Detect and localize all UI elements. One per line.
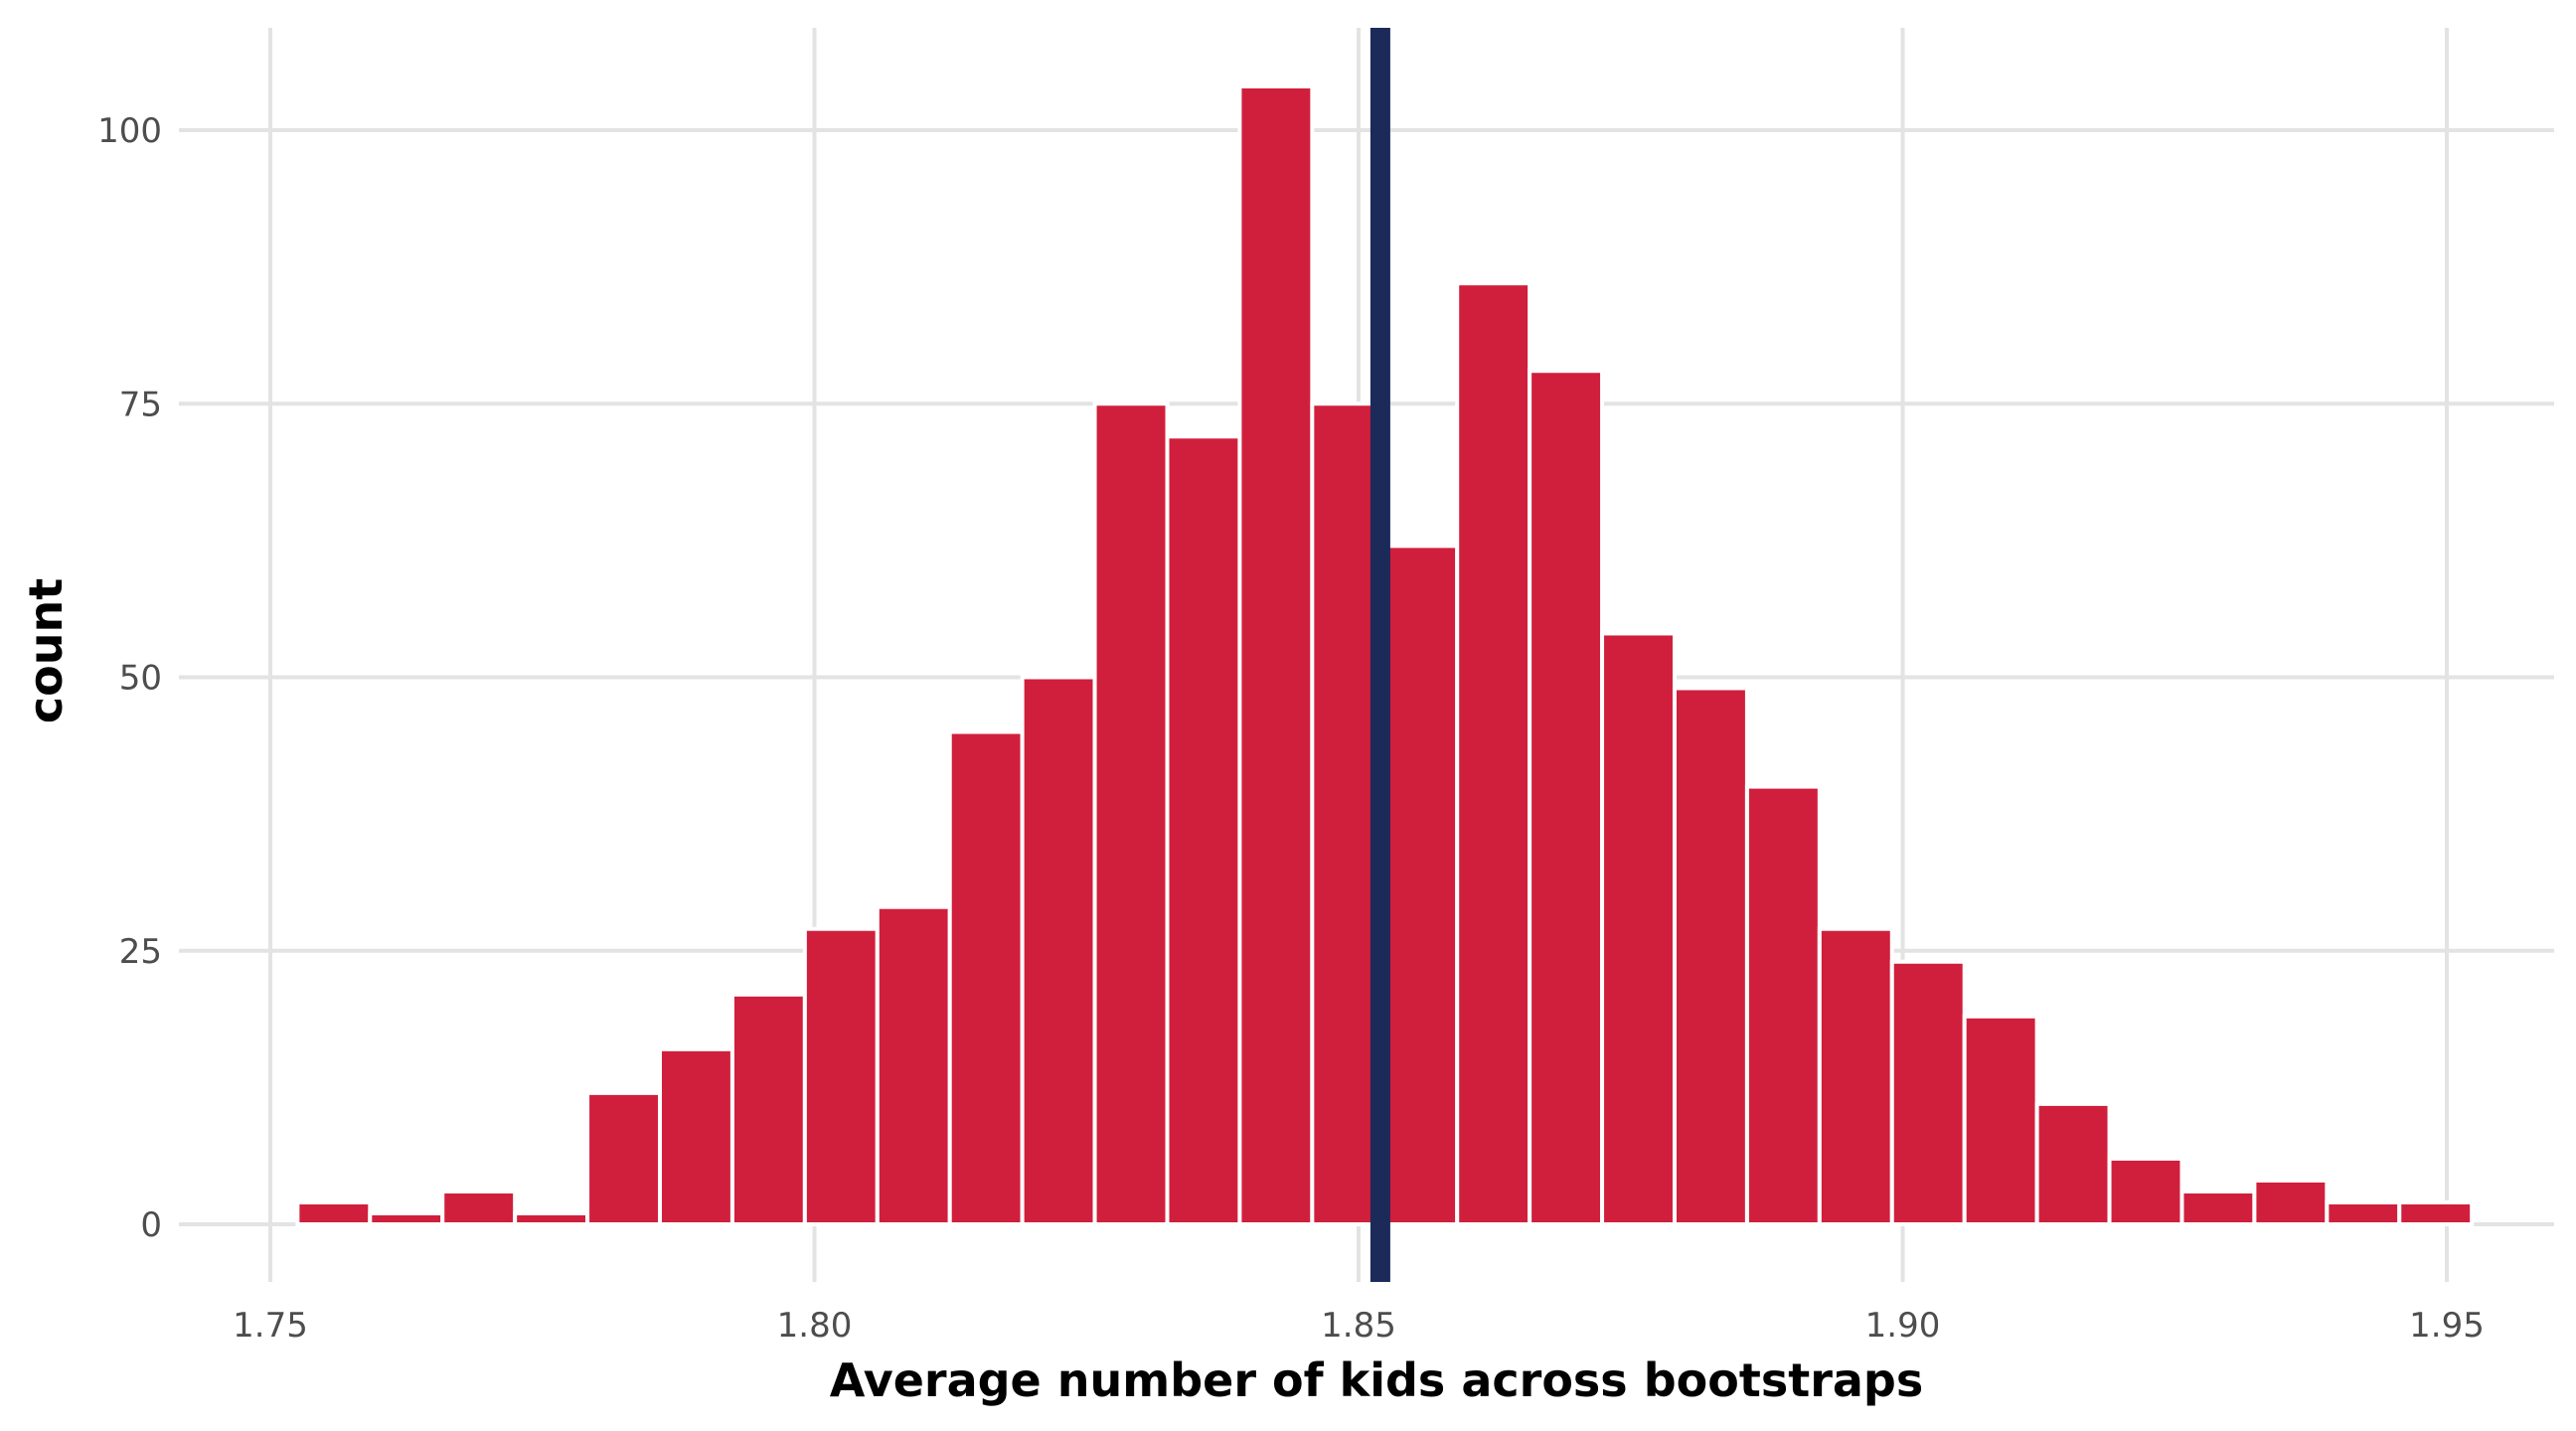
histogram-bar <box>368 1210 445 1226</box>
histogram-bar <box>295 1199 373 1226</box>
x-tick-label: 1.95 <box>2409 1306 2485 1346</box>
histogram-bar <box>2107 1156 2184 1226</box>
y-tick-label: 50 <box>119 659 162 699</box>
x-tick-label: 1.85 <box>1321 1306 1396 1346</box>
histogram-bar <box>1600 631 1677 1226</box>
histogram-bar <box>729 992 807 1226</box>
reference-line-group <box>1369 28 1390 1282</box>
histogram-bar <box>1962 1014 2039 1226</box>
x-tick-label: 1.80 <box>777 1306 853 1346</box>
histogram-bar <box>1237 83 1315 1227</box>
histogram-bar <box>1744 784 1822 1226</box>
y-tick-labels: 0 25 50 75 100 <box>97 111 162 1245</box>
histogram-bar <box>658 1046 734 1226</box>
histogram-bar <box>1672 686 1749 1226</box>
histogram-bar <box>802 926 880 1226</box>
histogram-bar <box>440 1189 518 1226</box>
histogram-bar <box>513 1210 590 1226</box>
histogram-bar <box>1092 401 1170 1226</box>
histogram-bar <box>2034 1101 2112 1227</box>
x-tick-labels: 1.75 1.80 1.85 1.90 1.95 <box>233 1306 2485 1346</box>
histogram-bar <box>2252 1178 2330 1226</box>
histogram-bar <box>585 1090 663 1226</box>
histogram-bar <box>1528 369 1605 1227</box>
histogram-bars <box>295 83 2475 1227</box>
histogram-bar <box>1455 281 1532 1226</box>
histogram-bar <box>875 904 952 1227</box>
histogram-bar <box>1817 926 1894 1226</box>
x-tick-label: 1.90 <box>1865 1306 1941 1346</box>
y-tick-label: 100 <box>97 111 162 151</box>
x-tick-label: 1.75 <box>233 1306 308 1346</box>
y-axis-title: count <box>19 578 73 723</box>
y-tick-label: 75 <box>119 385 162 424</box>
x-axis-title: Average number of kids across bootstraps <box>830 1353 1923 1407</box>
histogram-bar <box>2397 1199 2475 1226</box>
histogram-bar <box>1020 675 1097 1226</box>
histogram-bar <box>1165 434 1242 1226</box>
y-tick-label: 25 <box>119 932 162 972</box>
histogram-bar <box>1889 959 1967 1226</box>
histogram-bar <box>2325 1199 2402 1226</box>
y-tick-label: 0 <box>140 1205 162 1245</box>
histogram-bar <box>2179 1189 2257 1226</box>
histogram-bar <box>947 729 1025 1226</box>
histogram-bar <box>1382 544 1460 1226</box>
reference-line <box>1369 28 1390 1282</box>
